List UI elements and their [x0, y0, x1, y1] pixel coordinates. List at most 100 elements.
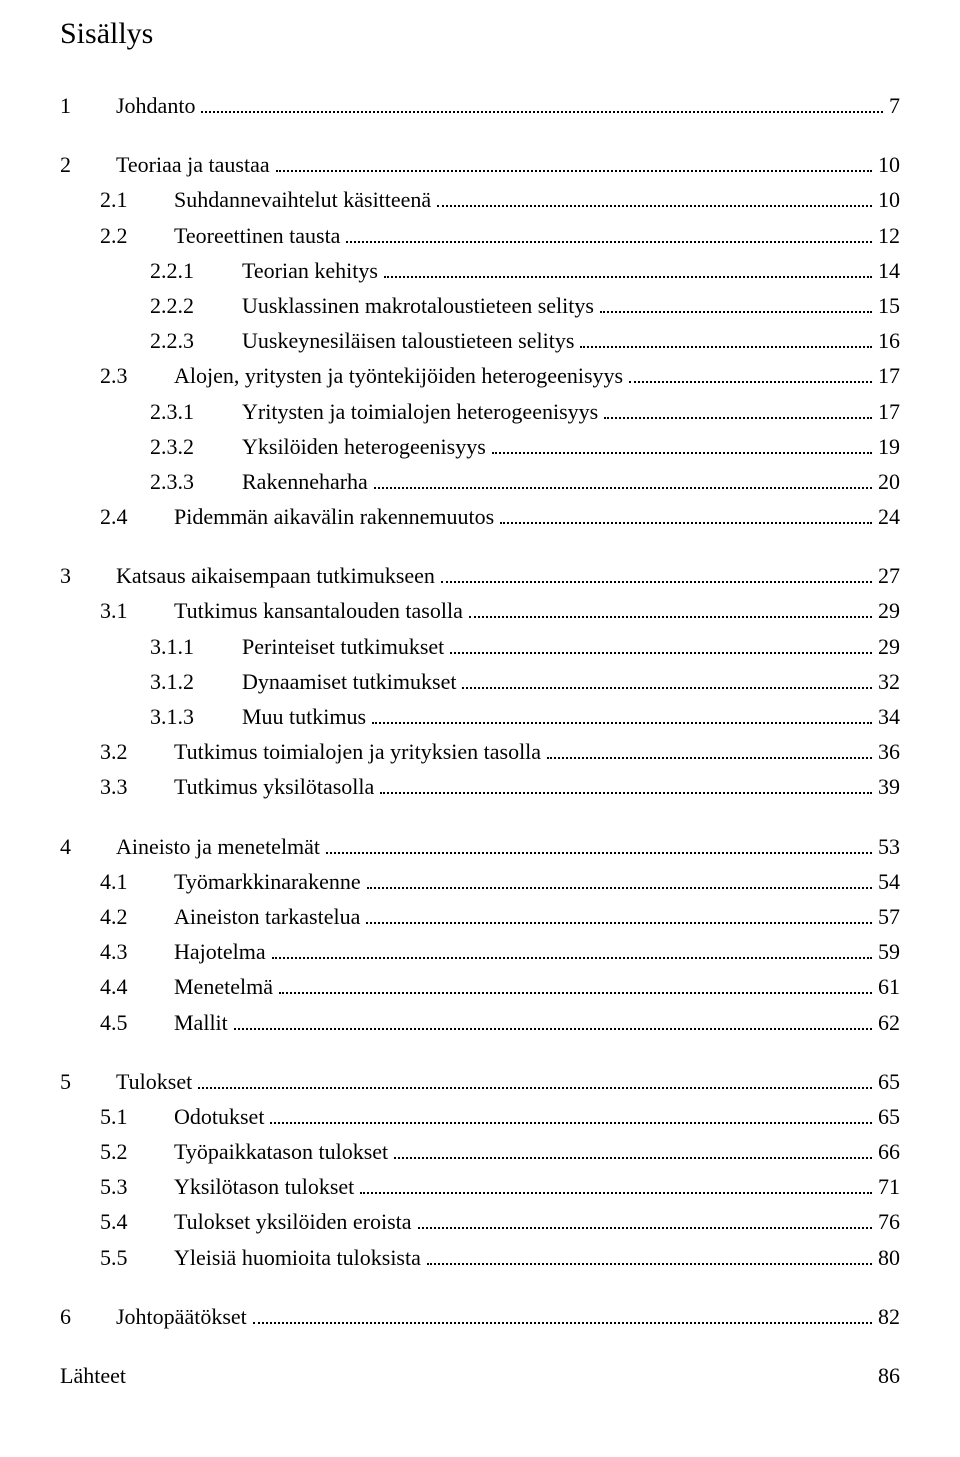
toc-entry-text: Perinteiset tutkimukset [242, 629, 444, 664]
toc-entry-text: Katsaus aikaisempaan tutkimukseen [116, 558, 435, 593]
toc-leader-dots [462, 667, 872, 689]
toc-leader-dots [547, 737, 872, 759]
toc-entry-page: 12 [878, 218, 900, 253]
toc-row: 2.3Alojen, yritysten ja työntekijöiden h… [60, 358, 900, 393]
toc-row: 3Katsaus aikaisempaan tutkimukseen27 [60, 558, 900, 593]
toc-row: 2.4Pidemmän aikavälin rakennemuutos24 [60, 499, 900, 534]
toc-entry-text: Odotukset [174, 1099, 264, 1134]
toc-entry-number: 5.4 [60, 1204, 174, 1239]
toc-leader-dots [198, 1067, 872, 1089]
toc-entry-text: Teoreettinen tausta [174, 218, 340, 253]
toc-entry-text: Tulokset [116, 1064, 192, 1099]
toc-entry-page: 16 [878, 323, 900, 358]
toc-entry-page: 34 [878, 699, 900, 734]
toc-entry-text: Yksilöiden heterogeenisyys [242, 429, 486, 464]
toc-entry-page: 14 [878, 253, 900, 288]
toc-row: 3.2Tutkimus toimialojen ja yrityksien ta… [60, 734, 900, 769]
toc-entry-text: Työmarkkinarakenne [174, 864, 361, 899]
toc-entry-number: 5.2 [60, 1134, 174, 1169]
toc-entry-page: 82 [878, 1299, 900, 1334]
toc-entry-number: 3.3 [60, 769, 174, 804]
toc-entry-number: 2.2 [60, 218, 174, 253]
toc-entry-text: Yritysten ja toimialojen heterogeenisyys [242, 394, 598, 429]
toc-entry-number: 2.3.1 [60, 394, 242, 429]
toc-entry-page: 24 [878, 499, 900, 534]
toc-row: 2.3.2Yksilöiden heterogeenisyys19 [60, 429, 900, 464]
toc-entry-page: 71 [878, 1169, 900, 1204]
toc-entry-number: 4.2 [60, 899, 174, 934]
toc-row: 4Aineisto ja menetelmät 53 [60, 829, 900, 864]
table-of-contents: 1Johdanto7 2Teoriaa ja taustaa 102.1Suhdan… [60, 88, 900, 1334]
toc-entry-page: 32 [878, 664, 900, 699]
toc-entry-page: 53 [878, 829, 900, 864]
toc-entry-text: Aineiston tarkastelua [174, 899, 360, 934]
toc-leader-dots [201, 91, 883, 113]
toc-leader-dots [346, 221, 872, 243]
toc-entry-text: Johtopäätökset [116, 1299, 247, 1334]
toc-entry-page: 10 [878, 147, 900, 182]
toc-row: 2.1Suhdannevaihtelut käsitteenä10 [60, 182, 900, 217]
toc-entry-page: 80 [878, 1240, 900, 1275]
toc-leader-dots [580, 326, 872, 348]
toc-entry-text: Tulokset yksilöiden eroista [174, 1204, 412, 1239]
toc-row: 2.2.2Uusklassinen makrotaloustieteen sel… [60, 288, 900, 323]
toc-leader-dots [418, 1208, 872, 1230]
toc-leader-dots [366, 902, 872, 924]
toc-leader-dots [380, 773, 872, 795]
toc-sources-row: Lähteet 86 [60, 1358, 900, 1393]
toc-leader-dots [469, 597, 872, 619]
toc-row: 3.1Tutkimus kansantalouden tasolla29 [60, 593, 900, 628]
toc-entry-text: Teoriaa ja taustaa [116, 147, 270, 182]
toc-entry-number: 3.1.1 [60, 629, 242, 664]
toc-entry-text: Tutkimus yksilötasolla [174, 769, 374, 804]
toc-row: 3.1.2Dynaamiset tutkimukset 32 [60, 664, 900, 699]
toc-row: 4.4Menetelmä 61 [60, 969, 900, 1004]
toc-entry-number: 4.1 [60, 864, 174, 899]
toc-entry-text: Menetelmä [174, 969, 273, 1004]
toc-entry-number: 3.1.2 [60, 664, 242, 699]
toc-row: 5.2Työpaikkatason tulokset66 [60, 1134, 900, 1169]
toc-entry-number: 2.3.2 [60, 429, 242, 464]
toc-row: 1Johdanto7 [60, 88, 900, 123]
toc-leader-dots [326, 832, 872, 854]
toc-row: 5.4Tulokset yksilöiden eroista76 [60, 1204, 900, 1239]
toc-leader-dots [374, 467, 872, 489]
toc-entry-number: 2.4 [60, 499, 174, 534]
toc-entry-number: 4 [60, 829, 116, 864]
toc-row: 5Tulokset65 [60, 1064, 900, 1099]
toc-leader-dots [500, 502, 872, 524]
toc-leader-dots [360, 1172, 872, 1194]
toc-entry-text: Uusklassinen makrotaloustieteen selitys [242, 288, 594, 323]
toc-entry-text: Yleisiä huomioita tuloksista [174, 1240, 421, 1275]
toc-entry-number: 2.1 [60, 182, 174, 217]
toc-row: 4.2Aineiston tarkastelua57 [60, 899, 900, 934]
toc-entry-text: Alojen, yritysten ja työntekijöiden hete… [174, 358, 623, 393]
toc-entry-number: 2 [60, 147, 116, 182]
toc-row: 6Johtopäätökset 82 [60, 1299, 900, 1334]
toc-entry-number: 3 [60, 558, 116, 593]
toc-entry-text: Aineisto ja menetelmät [116, 829, 320, 864]
toc-entry-page: 7 [889, 88, 900, 123]
toc-row: 2.3.3Rakenneharha20 [60, 464, 900, 499]
toc-leader-dots [604, 397, 872, 419]
toc-row: 2.2.3Uuskeynesiläisen taloustieteen seli… [60, 323, 900, 358]
toc-entry-number: 2.3.3 [60, 464, 242, 499]
toc-entry-page: 29 [878, 593, 900, 628]
toc-entry-number: 6 [60, 1299, 116, 1334]
toc-entry-number: 4.4 [60, 969, 174, 1004]
toc-leader-dots [272, 937, 872, 959]
toc-row: 3.1.3Muu tutkimus34 [60, 699, 900, 734]
toc-entry-number: 5 [60, 1064, 116, 1099]
toc-entry-text: Työpaikkatason tulokset [174, 1134, 388, 1169]
toc-entry-page: 61 [878, 969, 900, 1004]
toc-leader-dots [276, 150, 872, 172]
toc-row: 4.3Hajotelma59 [60, 934, 900, 969]
toc-leader-dots [492, 432, 872, 454]
toc-entry-page: 59 [878, 934, 900, 969]
toc-entry-text: Muu tutkimus [242, 699, 366, 734]
toc-entry-page: 17 [878, 394, 900, 429]
toc-row: 2Teoriaa ja taustaa 10 [60, 147, 900, 182]
toc-leader-dots [437, 186, 872, 208]
toc-entry-page: 54 [878, 864, 900, 899]
toc-entry-text: Dynaamiset tutkimukset [242, 664, 456, 699]
